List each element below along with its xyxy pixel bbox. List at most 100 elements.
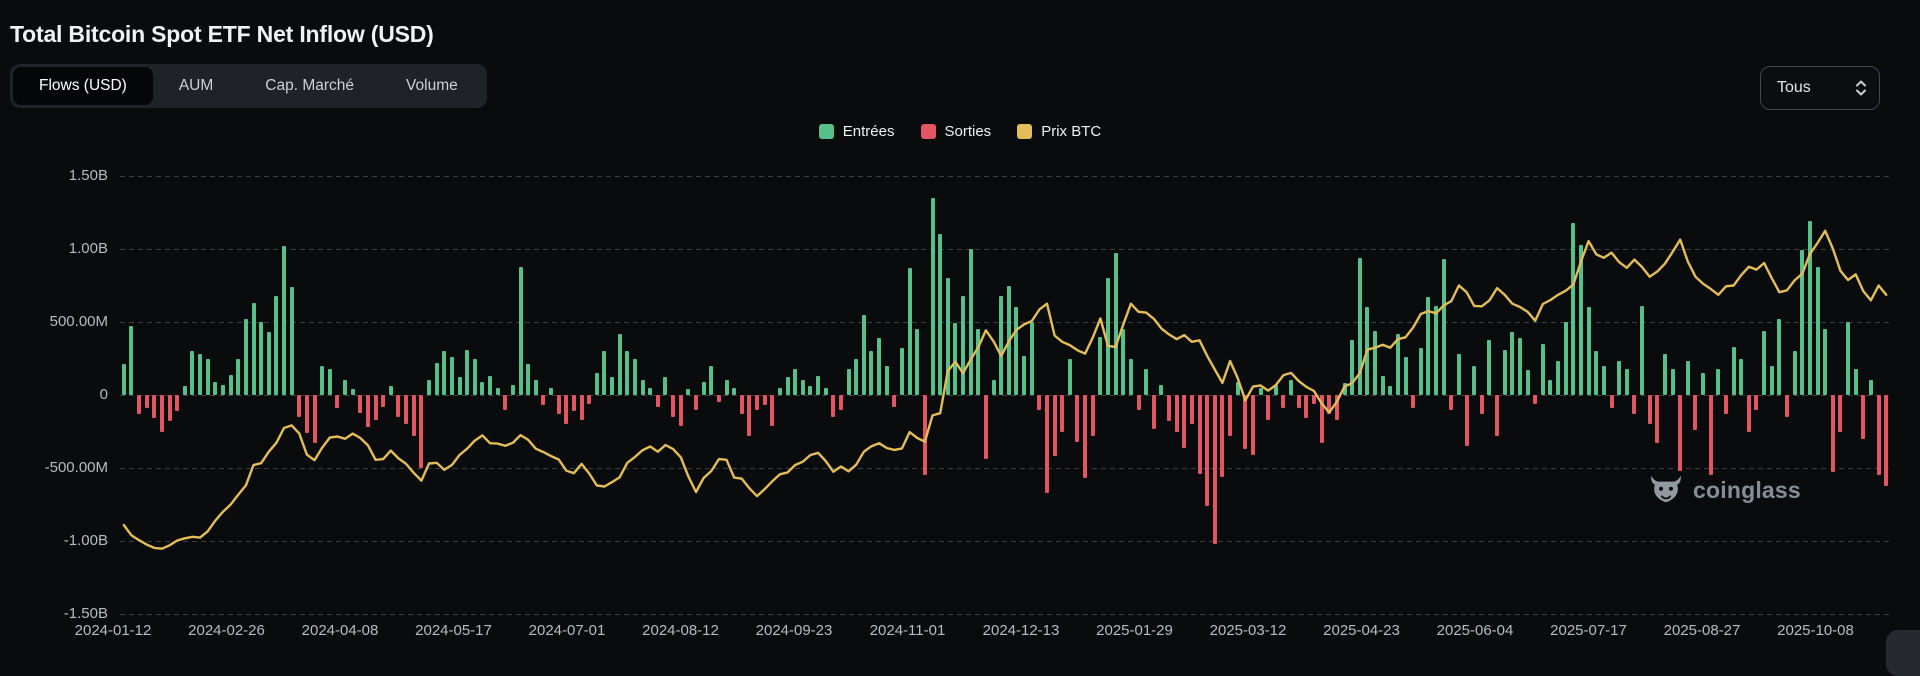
outflow-bar	[1167, 395, 1172, 422]
outflow-bar	[762, 395, 767, 406]
inflow-bar	[663, 377, 668, 395]
legend-item[interactable]: Entrées	[818, 123, 895, 140]
outflow-bar	[678, 395, 683, 426]
inflow-bar	[1556, 361, 1561, 395]
range-select-value: Tous	[1777, 79, 1811, 96]
inflow-bar	[228, 374, 233, 395]
outflow-bar	[571, 395, 576, 412]
outflow-bar	[365, 395, 370, 428]
legend-swatch-icon	[818, 124, 834, 139]
inflow-bar	[1426, 297, 1431, 395]
outflow-bar	[1182, 395, 1187, 448]
outflow-bar	[564, 395, 569, 425]
outflow-bar	[1609, 395, 1614, 409]
inflow-bar	[1525, 370, 1530, 395]
inflow-bar	[1144, 368, 1149, 395]
x-tick-label: 2025-08-27	[1663, 622, 1741, 639]
outflow-bar	[1228, 395, 1233, 436]
inflow-bar	[442, 351, 447, 395]
chart-plot[interactable]	[120, 150, 1890, 616]
inflow-bar	[129, 326, 134, 395]
legend-item[interactable]: Sorties	[920, 123, 991, 140]
inflow-bar	[648, 387, 653, 395]
inflow-bar	[1579, 244, 1583, 395]
inflow-bar	[327, 368, 332, 395]
y-tick-label: -500.00M	[44, 459, 108, 476]
inflow-bar	[1624, 368, 1629, 395]
inflow-bar	[1502, 349, 1507, 395]
outflow-bar	[137, 395, 142, 414]
outflow-bar	[983, 395, 988, 460]
inflow-bar	[1098, 336, 1103, 395]
outflow-bar	[1197, 395, 1202, 474]
outflow-bar	[1266, 395, 1271, 420]
inflow-bar	[533, 380, 538, 395]
tab-flows-usd[interactable]: Flows (USD)	[13, 67, 153, 105]
x-tick-label: 2024-07-01	[528, 622, 606, 639]
inflow-bar	[1739, 358, 1744, 395]
inflow-bar	[816, 376, 821, 395]
inflow-bar	[1868, 380, 1873, 395]
inflow-bar	[1601, 365, 1606, 395]
inflow-bar	[640, 380, 645, 395]
chart-legend: Entrées Sorties Prix BTC	[0, 123, 1920, 140]
x-tick-label: 2025-10-08	[1777, 622, 1854, 639]
inflow-bar	[724, 380, 729, 395]
inflow-bar	[854, 358, 859, 395]
inflow-bar	[350, 389, 355, 395]
legend-item[interactable]: Prix BTC	[1017, 123, 1101, 140]
inflow-bar	[709, 365, 714, 395]
inflow-bar	[1617, 361, 1622, 395]
x-tick-label: 2024-01-12	[74, 622, 152, 639]
inflow-bar	[1685, 361, 1690, 395]
inflow-bar	[1594, 351, 1599, 395]
inflow-bar	[526, 364, 531, 395]
inflow-bar	[1517, 338, 1522, 395]
outflow-bar	[831, 395, 836, 417]
outflow-bar	[503, 395, 508, 410]
outflow-bar	[1411, 395, 1416, 409]
inflow-bar	[1289, 380, 1294, 395]
inflow-bar	[594, 373, 599, 395]
outflow-bar	[1647, 395, 1652, 425]
outflow-bar	[159, 395, 164, 432]
x-tick-label: 2024-09-23	[755, 622, 833, 639]
inflow-bar	[1701, 373, 1706, 395]
inflow-bar	[472, 358, 477, 395]
outflow-bar	[1785, 395, 1789, 417]
outflow-bar	[1708, 395, 1713, 476]
outflow-bar	[1495, 395, 1500, 436]
inflow-bar	[1510, 332, 1515, 395]
tab-volume[interactable]: Volume	[380, 67, 484, 105]
inflow-bar	[823, 387, 828, 395]
tab-aum[interactable]: AUM	[153, 67, 239, 105]
outflow-bar	[312, 395, 317, 444]
inflow-bar	[1029, 322, 1034, 395]
y-tick-label: -1.50B	[63, 605, 108, 622]
legend-swatch-icon	[1017, 124, 1033, 139]
range-select[interactable]: Tous	[1760, 66, 1880, 110]
outflow-bar	[1334, 395, 1339, 420]
outflow-bar	[1533, 395, 1538, 404]
outflow-bar	[1876, 395, 1881, 476]
inflow-bar	[495, 387, 500, 395]
inflow-bar	[243, 319, 248, 395]
gridline	[120, 395, 1890, 396]
outflow-bar	[1838, 395, 1843, 432]
x-tick-label: 2024-12-13	[982, 622, 1060, 639]
outflow-bar	[1693, 395, 1698, 431]
inflow-bar	[1670, 368, 1675, 395]
inflow-bar	[732, 387, 737, 395]
inflow-bar	[1563, 322, 1568, 395]
inflow-bar	[1350, 339, 1355, 395]
outflow-bar	[1174, 395, 1179, 432]
inflow-bar	[1105, 278, 1110, 395]
tab-cap-marche[interactable]: Cap. Marché	[239, 67, 380, 105]
floating-corner-button[interactable]	[1886, 630, 1920, 676]
x-tick-label: 2025-07-17	[1550, 622, 1627, 639]
x-tick-label: 2025-04-23	[1323, 622, 1400, 639]
inflow-bar	[518, 266, 523, 395]
inflow-bar	[1716, 368, 1721, 395]
outflow-bar	[396, 395, 401, 417]
gridline	[120, 322, 1890, 323]
